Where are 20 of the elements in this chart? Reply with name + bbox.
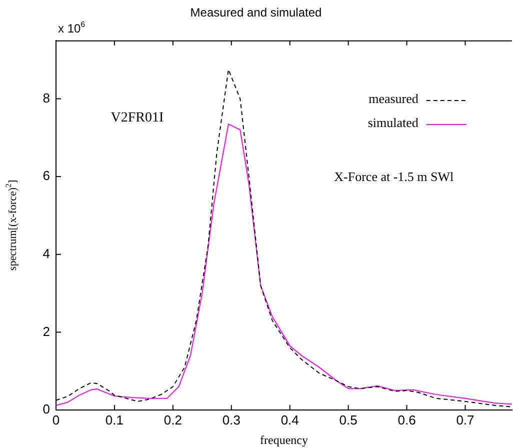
- x-axis-title: frequency: [260, 432, 308, 447]
- x-tick-label: 0.2: [164, 412, 182, 428]
- x-tick-label: 0.1: [105, 412, 124, 428]
- y-tick-label: 8: [42, 90, 50, 106]
- annotation: V2FR01I: [110, 110, 164, 126]
- x-tick-label: 0.5: [339, 412, 358, 428]
- y-tick-label: 4: [42, 246, 50, 261]
- x-tick-label: 0.3: [222, 412, 240, 428]
- x-tick-label: 0: [52, 412, 60, 428]
- chart-title: Measured and simulated: [190, 6, 322, 20]
- y-tick-label: 0: [42, 402, 50, 417]
- legend-label: simulated: [368, 114, 419, 130]
- x-tick-label: 0.4: [280, 412, 299, 428]
- y-axis-title: spectrum[(x-force)2]: [4, 180, 19, 271]
- annotation: X-Force at -1.5 m SWl: [334, 168, 454, 184]
- x-tick-label: 0.7: [456, 412, 474, 428]
- y-tick-label: 2: [42, 324, 50, 339]
- x-tick-label: 0.6: [398, 412, 416, 428]
- legend-label: measured: [368, 90, 419, 106]
- y-tick-label: 6: [42, 168, 50, 184]
